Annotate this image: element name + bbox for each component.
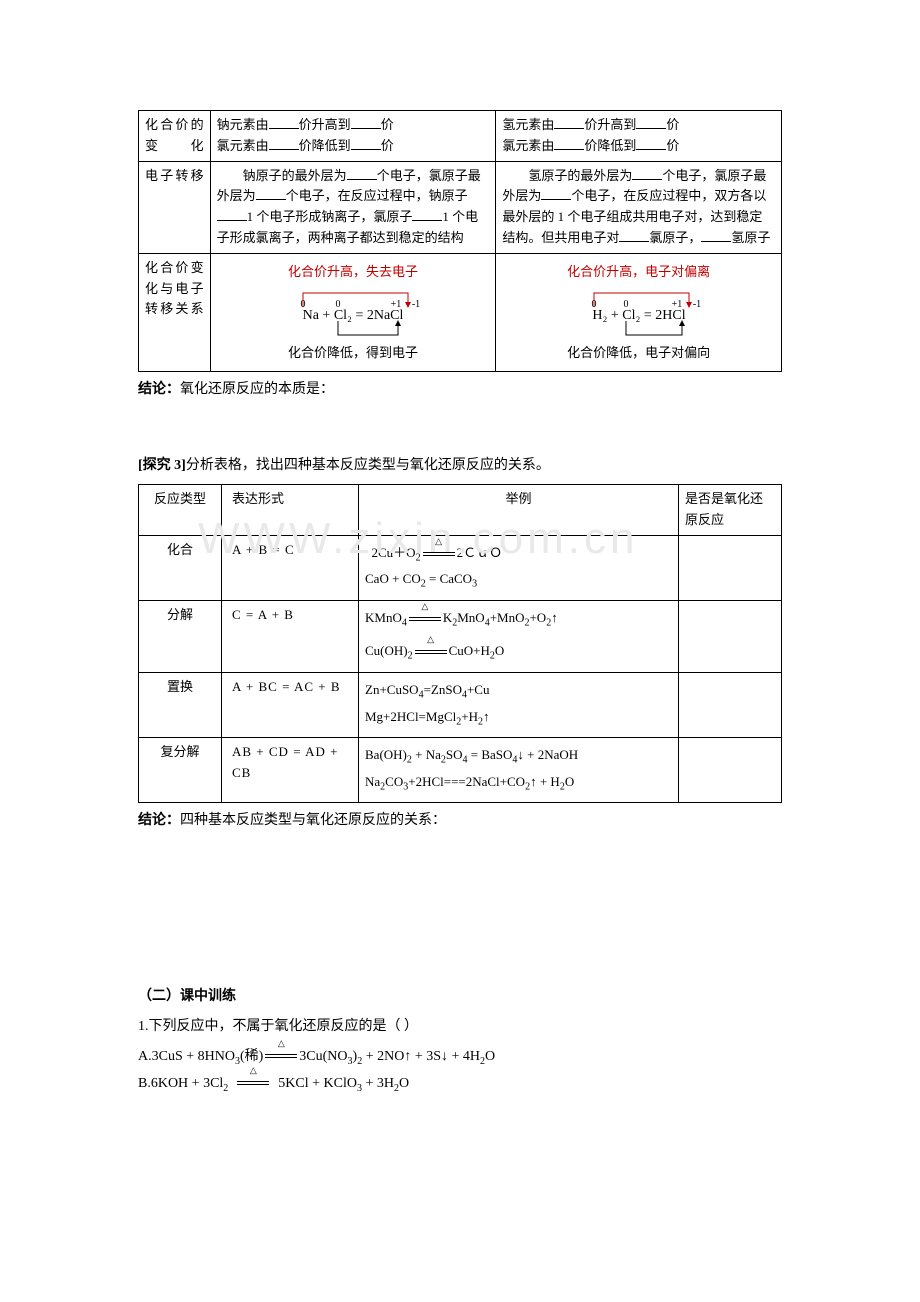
conclusion-2: 结论：四种基本反应类型与氧化还原反应的关系：: [138, 809, 782, 833]
text: 钠元素由: [217, 117, 269, 132]
text: 氯原子，: [649, 230, 701, 245]
equation: Ba(OH)2 + Na2SO4 = BaSO4↓ + 2NaOH: [365, 745, 672, 769]
diagram-arrows-right: 0 0 +1 -1 H₂ + Cl₂ = 2HCl: [554, 285, 724, 341]
table-row: 化合 A + B = C 2Cu＋O2△2ＣｕＯ CaO + CO2 = CaC…: [139, 535, 782, 600]
cell-valence-left: 钠元素由价升高到价 氯元素由价降低到价: [210, 111, 496, 162]
conclusion-text: 氧化还原反应的本质是：: [180, 382, 334, 397]
cell-examples: KMnO4△K2MnO4+MnO2+O2↑ Cu(OH)2△CuO+H2O: [359, 600, 679, 672]
equation: Na2CO3+2HCl===2NaCl+CO2↑ + H2O: [365, 772, 672, 796]
text: 价升高到: [299, 117, 351, 132]
cell-redox: [679, 738, 782, 803]
diagram-bot-text: 化合价降低，电子对偏向: [500, 343, 777, 364]
indent: [217, 168, 243, 183]
conclusion-text: 四种基本反应类型与氧化还原反应的关系：: [180, 813, 446, 828]
section-2-title: （二）课中训练: [138, 985, 782, 1009]
cell-redox: [679, 672, 782, 737]
th-redox: 是否是氧化还原反应: [679, 484, 782, 535]
text: 价: [381, 138, 394, 153]
diagram-bot-text: 化合价降低，得到电子: [215, 343, 492, 364]
svg-text:-1: -1: [412, 299, 420, 310]
conclusion-label: 结论：: [138, 813, 180, 828]
text: 价: [666, 117, 679, 132]
svg-text:Na + Cl₂ = 2NaCl: Na + Cl₂ = 2NaCl: [303, 308, 404, 323]
equation: Cu(OH)2△CuO+H2O: [365, 641, 672, 665]
diagram-top-text: 化合价升高，失去电子: [215, 262, 492, 283]
text: 氢原子: [731, 230, 770, 245]
cell-form: AB + CD = AD + CB: [222, 738, 359, 803]
text: 氯元素由: [217, 138, 269, 153]
text: 氢元素由: [502, 117, 554, 132]
explore-text: 分析表格，找出四种基本反应类型与氧化还原反应的关系。: [186, 458, 550, 473]
cell-type: 分解: [139, 600, 222, 672]
svg-text:H₂ + Cl₂ = 2HCl: H₂ + Cl₂ = 2HCl: [592, 308, 685, 323]
table-row: 化合价变化与电子转移关系 化合价升高，失去电子 0 0 +1 -1 Na + C…: [139, 253, 782, 372]
text: 价降低到: [584, 138, 636, 153]
equation: CaO + CO2 = CaCO3: [365, 569, 672, 593]
text: 个电子，在反应过程中，钠原子: [286, 188, 468, 203]
cell-form: A + B = C: [222, 535, 359, 600]
cell-type: 化合: [139, 535, 222, 600]
text: 价降低到: [299, 138, 351, 153]
explore-3: [探究 3]分析表格，找出四种基本反应类型与氧化还原反应的关系。: [138, 454, 782, 478]
cell-examples: 2Cu＋O2△2ＣｕＯ CaO + CO2 = CaCO3: [359, 535, 679, 600]
cell-form: A + BC = AC + B: [222, 672, 359, 737]
text: 钠原子的最外层为: [243, 168, 347, 183]
conclusion-label: 结论：: [138, 382, 180, 397]
cell-electron-left: 钠原子的最外层为个电子，氯原子最外层为个电子，在反应过程中，钠原子1 个电子形成…: [210, 161, 496, 253]
table-reaction-types: 反应类型 表达形式 举例 是否是氧化还原反应 化合 A + B = C 2Cu＋…: [138, 484, 782, 803]
cell-type: 置换: [139, 672, 222, 737]
equation: Mg+2HCl=MgCl2+H2↑: [365, 707, 672, 731]
cell-redox: [679, 600, 782, 672]
row-label-valence: 化合价的变化: [139, 111, 211, 162]
cell-electron-right: 氢原子的最外层为个电子，氯原子最外层为个电子，在反应过程中，双方各以最外层的 1…: [496, 161, 782, 253]
table-valence-electron: 化合价的变化 钠元素由价升高到价 氯元素由价降低到价 氢元素由价升高到价 氯元素…: [138, 110, 782, 372]
table-row: 置换 A + BC = AC + B Zn+CuSO4=ZnSO4+Cu Mg+…: [139, 672, 782, 737]
text: 氢原子的最外层为: [528, 168, 632, 183]
table-row: 化合价的变化 钠元素由价升高到价 氯元素由价降低到价 氢元素由价升高到价 氯元素…: [139, 111, 782, 162]
cell-examples: Zn+CuSO4=ZnSO4+Cu Mg+2HCl=MgCl2+H2↑: [359, 672, 679, 737]
cell-form: C = A + B: [222, 600, 359, 672]
th-example: 举例: [359, 484, 679, 535]
cell-examples: Ba(OH)2 + Na2SO4 = BaSO4↓ + 2NaOH Na2CO3…: [359, 738, 679, 803]
option-b: B.6KOH + 3Cl2 △ 5KCl + KClO3 + 3H2O: [138, 1072, 782, 1097]
diagram-top-text: 化合价升高，电子对偏离: [500, 262, 777, 283]
row-label-relation: 化合价变化与电子转移关系: [139, 253, 211, 372]
cell-redox: [679, 535, 782, 600]
cell-type: 复分解: [139, 738, 222, 803]
table-row: 电子转移 钠原子的最外层为个电子，氯原子最外层为个电子，在反应过程中，钠原子1 …: [139, 161, 782, 253]
row-label-electron: 电子转移: [139, 161, 211, 253]
text: 1 个电子形成钠离子，氯原子: [247, 209, 413, 224]
table-row: 复分解 AB + CD = AD + CB Ba(OH)2 + Na2SO4 =…: [139, 738, 782, 803]
table-header-row: 反应类型 表达形式 举例 是否是氧化还原反应: [139, 484, 782, 535]
text: 价: [381, 117, 394, 132]
indent: [502, 168, 528, 183]
equation: Zn+CuSO4=ZnSO4+Cu: [365, 680, 672, 704]
text: 氯元素由: [502, 138, 554, 153]
question-1: 1.下列反应中，不属于氧化还原反应的是（ ）: [138, 1015, 782, 1039]
cell-diagram-right: 化合价升高，电子对偏离 0 0 +1 -1 H₂ + Cl₂ = 2HCl 化合…: [496, 253, 782, 372]
th-form: 表达形式: [222, 484, 359, 535]
cell-valence-right: 氢元素由价升高到价 氯元素由价降低到价: [496, 111, 782, 162]
diagram-arrows-left: 0 0 +1 -1 Na + Cl₂ = 2NaCl: [268, 285, 438, 341]
th-type: 反应类型: [139, 484, 222, 535]
table-row: 分解 C = A + B KMnO4△K2MnO4+MnO2+O2↑ Cu(OH…: [139, 600, 782, 672]
text: 价升高到: [584, 117, 636, 132]
cell-diagram-left: 化合价升高，失去电子 0 0 +1 -1 Na + Cl₂ = 2NaCl 化合…: [210, 253, 496, 372]
text: 价: [666, 138, 679, 153]
equation: KMnO4△K2MnO4+MnO2+O2↑: [365, 608, 672, 632]
svg-text:-1: -1: [692, 299, 700, 310]
equation: 2Cu＋O2△2ＣｕＯ: [365, 543, 672, 567]
explore-label: [探究 3]: [138, 458, 186, 473]
conclusion-1: 结论：氧化还原反应的本质是：: [138, 378, 782, 402]
